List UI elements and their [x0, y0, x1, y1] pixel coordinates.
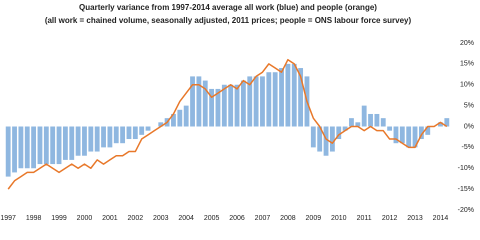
bar [285, 63, 291, 127]
bar [75, 126, 81, 156]
x-tick-label: 2003 [153, 215, 169, 222]
x-tick-label: 2001 [102, 215, 118, 222]
bar [18, 126, 24, 169]
bar [101, 126, 106, 148]
x-tick-label: 2005 [204, 215, 220, 222]
bar [374, 113, 380, 127]
bar [202, 80, 208, 127]
x-tick-label: 2009 [306, 215, 322, 222]
x-tick-label: 2014 [433, 215, 449, 222]
bar [291, 63, 297, 127]
bar [228, 84, 234, 127]
bar [240, 80, 246, 127]
x-tick-label: 2007 [255, 215, 271, 222]
bar [310, 126, 316, 148]
x-tick-label: 2006 [229, 215, 245, 222]
bar [361, 105, 367, 127]
bar [94, 126, 100, 152]
bar [329, 126, 335, 152]
x-tick-label: 2004 [178, 215, 194, 222]
bar [43, 126, 49, 165]
bar [56, 126, 62, 165]
bar [221, 84, 227, 127]
y-tick-label: 0% [464, 123, 474, 130]
x-tick-label: 2012 [382, 215, 398, 222]
x-tick-label: 1999 [51, 215, 67, 222]
bar [323, 126, 329, 156]
bar [349, 118, 354, 127]
bar [5, 126, 11, 177]
bar [31, 126, 37, 169]
bar [145, 126, 151, 131]
bar [418, 126, 424, 140]
bar [37, 126, 43, 165]
x-tick-label: 1997 [0, 215, 16, 222]
bar [279, 68, 284, 127]
y-tick-label: -5% [462, 144, 474, 151]
bar [438, 122, 443, 127]
bar [406, 126, 412, 148]
bar [209, 88, 215, 127]
bar [177, 109, 183, 127]
bar [107, 126, 113, 148]
bar [69, 126, 75, 160]
bar [50, 126, 56, 165]
bar [425, 126, 431, 135]
bar [190, 76, 195, 127]
chart: Quarterly variance from 1997-2014 averag… [0, 3, 474, 222]
bar [120, 126, 126, 144]
bar [368, 113, 373, 127]
bar [266, 72, 272, 127]
chart-title: Quarterly variance from 1997-2014 averag… [79, 3, 377, 12]
bar [317, 126, 323, 152]
x-tick-label: 2011 [357, 215, 372, 222]
bar [387, 126, 393, 131]
bar [444, 118, 450, 127]
bar [88, 126, 94, 152]
bar [12, 126, 17, 173]
y-tick-label: -20% [458, 207, 474, 214]
bar [380, 118, 386, 127]
bar [62, 126, 68, 160]
bar [260, 76, 265, 127]
bar [158, 122, 164, 127]
x-tick-label: 2002 [128, 215, 144, 222]
y-tick-label: 10% [460, 82, 474, 89]
bar [24, 126, 30, 169]
bar [132, 126, 138, 140]
y-tick-label: 5% [464, 102, 474, 109]
x-tick-label: 2008 [280, 215, 296, 222]
x-tick-label: 1998 [26, 215, 42, 222]
bar [247, 76, 253, 127]
bar [183, 105, 189, 127]
x-tick-label: 2010 [331, 215, 347, 222]
y-tick-label: 15% [460, 61, 474, 68]
bar [82, 126, 87, 156]
line [7, 58, 448, 190]
bar [215, 88, 221, 127]
y-tick-label: 20% [460, 40, 474, 47]
bar [355, 122, 361, 127]
y-tick-label: -15% [458, 186, 474, 193]
bar [393, 126, 399, 144]
bar [336, 126, 342, 140]
bar [253, 76, 259, 127]
bar [399, 126, 405, 144]
bar [196, 76, 202, 127]
bar [298, 68, 304, 127]
x-tick-label: 2013 [407, 215, 423, 222]
bar [272, 72, 278, 127]
bar [171, 113, 176, 127]
bar [126, 126, 132, 140]
chart-subtitle: (all work = chained volume, seasonally a… [45, 16, 412, 25]
bar [234, 84, 240, 127]
bar [412, 126, 418, 148]
bar [113, 126, 119, 144]
bar [139, 126, 145, 135]
x-tick-label: 2000 [77, 215, 93, 222]
y-tick-label: -10% [458, 165, 474, 172]
bar [342, 126, 348, 131]
